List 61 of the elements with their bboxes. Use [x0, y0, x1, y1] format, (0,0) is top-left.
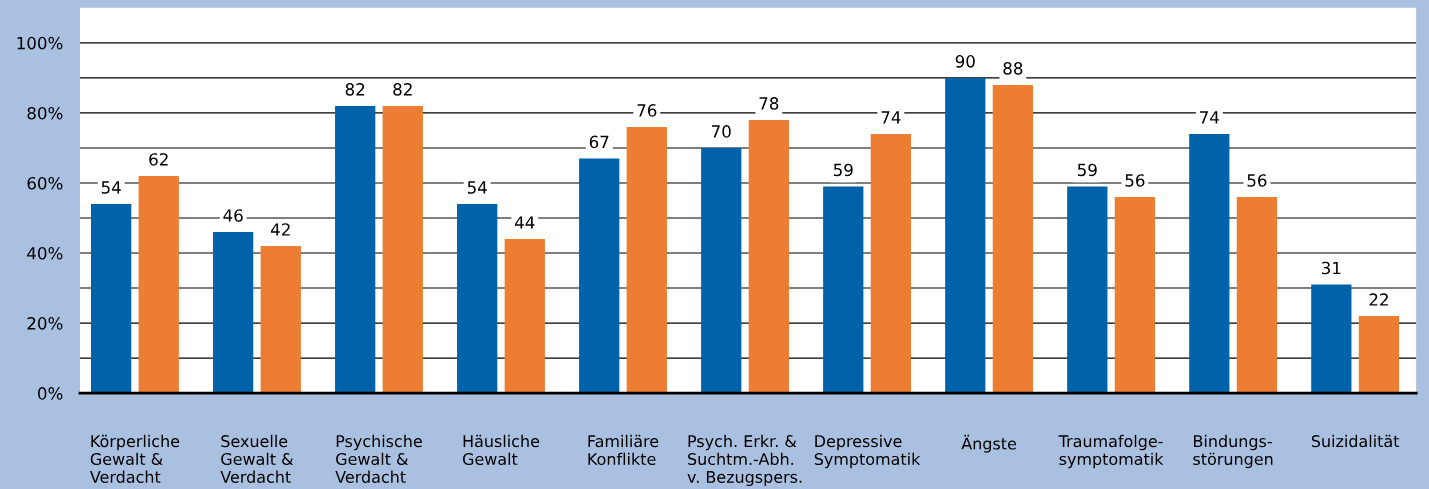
bar	[626, 126, 667, 394]
data-label: 70	[712, 125, 731, 138]
bar	[1311, 284, 1352, 394]
bar	[701, 147, 742, 394]
x-tick-label: Traumafolge- symptomatik	[1058, 434, 1164, 469]
data-label: 31	[1322, 261, 1341, 275]
bar	[213, 232, 254, 394]
bar	[335, 105, 376, 394]
bar	[823, 186, 864, 394]
y-tick-label: 40%	[27, 247, 63, 260]
bar	[260, 246, 301, 394]
y-tick-label: 0%	[38, 387, 63, 400]
data-label: 82	[393, 83, 412, 96]
data-label: 59	[833, 163, 853, 177]
data-label: 62	[149, 153, 168, 166]
data-label: 22	[1369, 293, 1388, 306]
x-tick-label: Psychische Gewalt & Verdacht	[335, 434, 422, 483]
bar	[1189, 133, 1230, 394]
data-label: 46	[223, 209, 243, 222]
bar	[748, 119, 789, 394]
x-tick-label: Familiäre Konflikte	[588, 434, 659, 466]
data-label: 56	[1247, 174, 1267, 187]
x-tick-label: Psych. Erkr. & Suchtm.-Abh. v. Bezugspers.	[687, 434, 802, 487]
x-tick-label: Bindungs- störungen	[1193, 434, 1273, 469]
data-label: 54	[467, 181, 487, 194]
bar	[870, 133, 911, 394]
bar	[91, 203, 132, 394]
data-label: 59	[1077, 163, 1097, 177]
x-tick-label: Suizidalität	[1311, 434, 1400, 448]
data-label: 44	[515, 216, 535, 229]
data-label: 67	[589, 135, 609, 149]
bar	[1114, 196, 1156, 394]
bar	[382, 105, 423, 394]
bar	[504, 239, 545, 394]
data-label: 42	[270, 223, 290, 236]
data-label: 88	[1003, 62, 1023, 75]
data-label: 78	[759, 97, 779, 110]
data-label: 82	[345, 83, 365, 96]
bar	[1236, 196, 1278, 394]
bar	[138, 175, 179, 394]
x-tick-label: Häusliche Gewalt	[462, 434, 540, 466]
y-tick-label: 20%	[27, 317, 63, 330]
data-label: 90	[955, 55, 975, 68]
x-tick-label: Körperliche Gewalt & Verdacht	[89, 434, 180, 483]
data-label: 54	[101, 181, 121, 194]
data-label: 74	[1200, 111, 1219, 124]
bar	[945, 77, 986, 394]
bar	[579, 158, 620, 394]
x-tick-label: Depressive Symptomatik	[814, 434, 921, 469]
bar	[992, 84, 1033, 394]
x-tick-label: Ängste	[961, 434, 1017, 453]
data-label: 76	[637, 104, 657, 117]
x-tick-label: Sexuelle Gewalt & Verdacht	[220, 434, 294, 483]
y-tick-label: 80%	[27, 106, 63, 120]
data-label: 56	[1125, 174, 1145, 187]
data-label: 74	[881, 111, 901, 124]
y-tick-label: 100%	[17, 36, 63, 50]
bar	[1358, 316, 1400, 394]
bar	[1067, 186, 1108, 394]
y-tick-label: 60%	[27, 176, 63, 190]
bar	[457, 203, 498, 394]
